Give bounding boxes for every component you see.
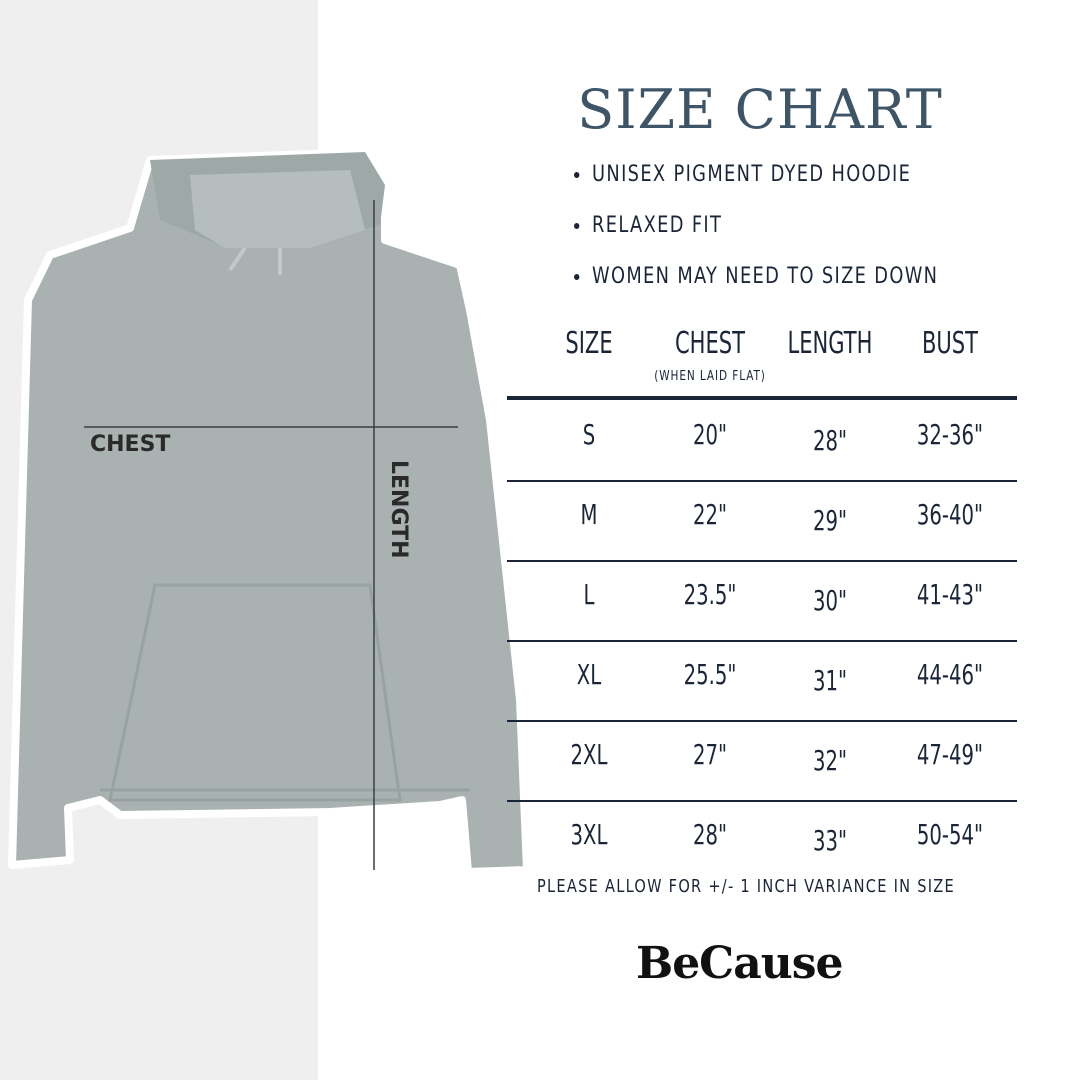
header-size: SIZE [565,326,613,361]
variance-note: PLEASE ALLOW FOR +/- 1 INCH VARIANCE IN … [537,876,955,897]
cell-length: 29" [812,504,848,537]
row-divider [507,480,1017,482]
cell-chest: 27" [692,738,728,771]
hoodie-image [8,148,531,876]
cell-bust: 32-36" [916,418,984,451]
header-bust: BUST [921,326,979,361]
cell-chest: 23.5" [683,578,737,611]
feature-text: WOMEN MAY NEED TO SIZE DOWN [592,264,939,289]
header-length: LENGTH [787,326,873,361]
row-divider [507,800,1017,802]
bullet-icon [574,274,580,280]
brand-logo: BeCause [636,938,843,989]
feature-text: RELAXED FIT [592,213,723,238]
feature-list: UNISEX PIGMENT DYED HOODIE RELAXED FIT W… [574,158,979,311]
cell-size: S [582,418,596,451]
bullet-icon [574,172,580,178]
chest-label: CHEST [90,432,171,457]
cell-bust: 41-43" [916,578,984,611]
cell-length: 31" [812,664,848,697]
cell-chest: 20" [692,418,728,451]
header-divider [507,396,1017,400]
cell-length: 32" [812,744,848,777]
row-divider [507,720,1017,722]
chest-note: (WHEN LAID FLAT) [654,369,766,384]
row-divider [507,560,1017,562]
header-chest: CHEST [674,326,746,361]
cell-size: 3XL [570,818,608,851]
cell-size: L [583,578,595,611]
cell-size: 2XL [570,738,608,771]
cell-bust: 44-46" [916,658,984,691]
cell-chest: 22" [692,498,728,531]
cell-size: XL [576,658,602,691]
cell-bust: 47-49" [916,738,984,771]
bullet-icon [574,223,580,229]
length-label: LENGTH [386,460,411,559]
cell-bust: 36-40" [916,498,984,531]
cell-bust: 50-54" [916,818,984,851]
cell-length: 28" [812,424,848,457]
row-divider [507,640,1017,642]
feature-item: UNISEX PIGMENT DYED HOODIE [574,158,938,209]
feature-item: RELAXED FIT [574,209,938,260]
feature-item: WOMEN MAY NEED TO SIZE DOWN [574,260,938,311]
cell-length: 30" [812,584,848,617]
page-title: SIZE CHART [577,78,943,141]
cell-chest: 28" [692,818,728,851]
cell-length: 33" [812,824,848,857]
feature-text: UNISEX PIGMENT DYED HOODIE [592,162,912,187]
cell-chest: 25.5" [683,658,737,691]
cell-size: M [580,498,598,531]
